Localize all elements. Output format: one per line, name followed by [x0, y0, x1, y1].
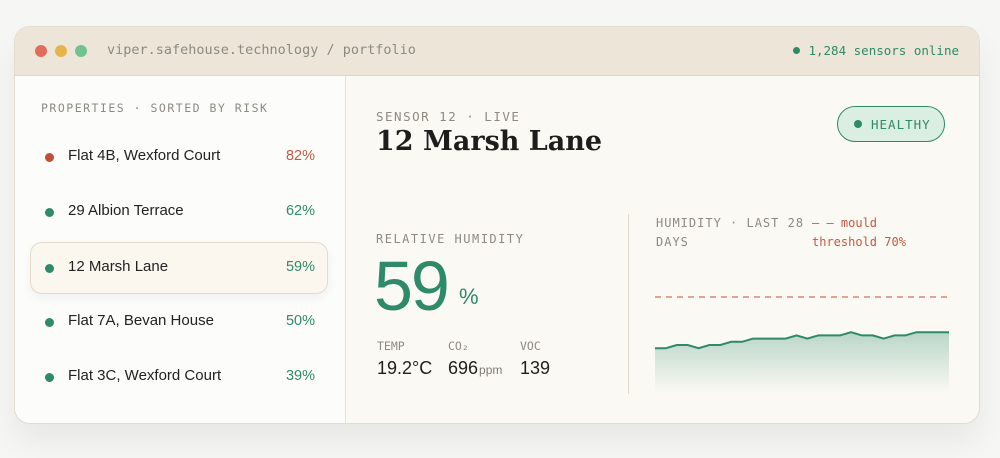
healthy-dot-icon	[854, 120, 862, 128]
sensors-online-text: 1,284 sensors online	[808, 43, 959, 58]
online-dot-icon	[793, 47, 801, 54]
voc-label: VOC	[520, 339, 541, 353]
property-humidity: 82%	[285, 148, 315, 164]
properties-sidebar: PROPERTIES · SORTED BY RISK Flat 4B, Wex…	[15, 76, 346, 423]
co2-label: CO₂	[448, 339, 469, 353]
ok-status-dot-icon	[45, 208, 54, 217]
property-item-flat-3c[interactable]: Flat 3C, Wexford Court 39%	[31, 352, 327, 402]
property-item-flat-4b[interactable]: Flat 4B, Wexford Court 82%	[31, 132, 327, 182]
panel-divider	[628, 214, 629, 394]
sensor-label: SENSOR 12 · LIVE	[376, 109, 521, 124]
ok-status-dot-icon	[45, 264, 54, 273]
app-window: viper.safehouse.technology / portfolio 1…	[14, 26, 980, 424]
property-humidity: 50%	[285, 313, 315, 329]
maximize-window-button[interactable]	[75, 45, 87, 57]
temp-label: TEMP	[377, 339, 405, 353]
property-title: 12 Marsh Lane	[376, 126, 603, 157]
risk-status-dot-icon	[45, 153, 54, 162]
property-humidity: 39%	[285, 368, 315, 384]
title-bar: viper.safehouse.technology / portfolio 1…	[15, 27, 979, 76]
humidity-unit: %	[459, 284, 479, 309]
minimize-window-button[interactable]	[55, 45, 67, 57]
property-item-12-marsh-selected[interactable]: 12 Marsh Lane 59%	[30, 242, 328, 294]
property-humidity: 59%	[285, 259, 315, 275]
address-path: viper.safehouse.technology / portfolio	[107, 42, 416, 58]
humidity-area	[655, 332, 949, 393]
voc-value: 139	[520, 358, 550, 379]
co2-unit: ppm	[479, 363, 503, 377]
sidebar-heading: PROPERTIES · SORTED BY RISK	[41, 101, 269, 115]
property-name: 12 Marsh Lane	[68, 258, 169, 275]
property-humidity: 62%	[285, 203, 315, 219]
property-name: 29 Albion Terrace	[68, 202, 184, 219]
threshold-legend: — — mould threshold 70%	[812, 216, 906, 249]
humidity-value: 59	[374, 247, 450, 325]
property-item-29-albion[interactable]: 29 Albion Terrace 62%	[31, 187, 327, 237]
property-name: Flat 7A, Bevan House	[68, 312, 214, 329]
co2-value: 696ppm	[448, 358, 502, 379]
humidity-chart	[655, 296, 949, 393]
ok-status-dot-icon	[45, 373, 54, 382]
health-status-text: HEALTHY	[871, 117, 931, 132]
property-name: Flat 4B, Wexford Court	[68, 147, 221, 164]
chart-title: HUMIDITY · LAST 28 DAYS	[656, 216, 805, 249]
voc-value-text: 139	[520, 358, 551, 378]
humidity-line	[655, 331, 949, 350]
property-item-flat-7a[interactable]: Flat 7A, Bevan House 50%	[31, 297, 327, 347]
property-name: Flat 3C, Wexford Court	[68, 367, 222, 384]
temp-value-text: 19.2°C	[377, 358, 433, 378]
close-window-button[interactable]	[35, 45, 47, 57]
temp-value: 19.2°C	[377, 358, 432, 379]
sensors-online-status: 1,284 sensors online	[793, 43, 959, 58]
ok-status-dot-icon	[45, 318, 54, 327]
co2-value-text: 696	[448, 358, 479, 378]
health-status-badge: HEALTHY	[837, 106, 945, 142]
humidity-label: RELATIVE HUMIDITY	[376, 232, 525, 246]
sensor-detail-panel: SENSOR 12 · LIVE 12 Marsh Lane HEALTHY R…	[346, 76, 979, 423]
